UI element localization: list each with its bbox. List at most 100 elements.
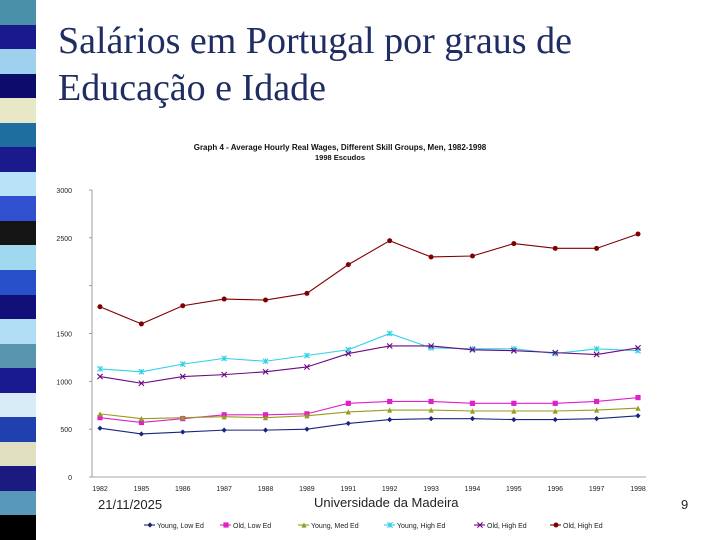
- data-point: [221, 296, 227, 302]
- y-tick-label: 500: [60, 427, 72, 434]
- x-tick-label: 1995: [506, 486, 522, 493]
- data-point: [511, 408, 517, 414]
- data-point: [262, 368, 269, 375]
- x-tick-label: 1991: [341, 486, 357, 493]
- legend-label: Old, High Ed: [487, 523, 527, 530]
- x-tick-label: 1985: [134, 486, 150, 493]
- data-point: [635, 231, 641, 237]
- stripe-block: [0, 24, 36, 50]
- data-point: [262, 412, 269, 418]
- series-line: [99, 407, 639, 420]
- data-point: [386, 342, 393, 349]
- series-line: [99, 415, 639, 435]
- data-point: [387, 522, 393, 528]
- series-line: [99, 345, 639, 384]
- data-point: [511, 417, 517, 423]
- data-point: [262, 358, 269, 365]
- data-point: [593, 345, 600, 352]
- x-tick-label: 1993: [423, 486, 439, 493]
- data-point: [511, 241, 517, 247]
- data-point: [594, 407, 600, 413]
- data-point: [635, 394, 641, 401]
- data-point: [304, 426, 310, 432]
- y-tick-label: 0: [68, 475, 72, 482]
- data-point: [511, 400, 517, 406]
- data-point: [428, 398, 434, 405]
- stripe-block: [0, 294, 36, 320]
- data-point: [179, 373, 186, 380]
- stripe-block: [0, 270, 36, 296]
- data-point: [97, 373, 103, 380]
- data-point: [387, 238, 393, 244]
- data-point: [594, 416, 600, 422]
- data-point: [387, 398, 393, 405]
- legend-label: Old, High Ed: [563, 523, 603, 530]
- legend-label: Young, Low Ed: [157, 523, 204, 530]
- data-point: [147, 522, 153, 528]
- data-point: [552, 245, 558, 251]
- data-point: [552, 417, 558, 423]
- stripe-block: [0, 171, 36, 197]
- data-point: [138, 321, 144, 327]
- x-tick-label: 1994: [465, 486, 481, 493]
- data-point: [263, 297, 269, 303]
- data-point: [387, 417, 393, 423]
- legend-label: Old, Low Ed: [233, 523, 271, 530]
- y-tick-label: 1000: [56, 379, 72, 386]
- data-point: [552, 349, 559, 356]
- series-line: [99, 233, 639, 325]
- data-point: [510, 347, 517, 354]
- data-point: [428, 416, 434, 422]
- data-point: [303, 352, 310, 359]
- data-point: [221, 427, 227, 433]
- stripe-block: [0, 343, 36, 369]
- data-point: [428, 254, 434, 260]
- data-point: [180, 429, 186, 435]
- data-point: [221, 371, 228, 378]
- stripe-block: [0, 466, 36, 492]
- data-point: [345, 262, 351, 268]
- stripe-block: [0, 515, 36, 540]
- data-point: [635, 413, 641, 419]
- data-point: [179, 361, 186, 368]
- title-line-2: Educação e Idade: [58, 67, 326, 109]
- data-point: [469, 346, 476, 353]
- data-point: [345, 350, 352, 357]
- footer-date: 21/11/2025: [98, 497, 163, 512]
- y-tick-label: 2500: [56, 236, 72, 243]
- y-tick-label: 1500: [56, 332, 72, 339]
- data-point: [303, 363, 310, 370]
- x-tick-label: 1986: [175, 486, 191, 493]
- x-tick-label: 1987: [216, 486, 232, 493]
- data-point: [138, 431, 144, 437]
- stripe-block: [0, 368, 36, 394]
- data-point: [428, 342, 435, 349]
- data-point: [345, 420, 351, 427]
- stripe-block: [0, 392, 36, 418]
- data-point: [138, 380, 145, 387]
- x-tick-label: 1989: [299, 486, 315, 493]
- y-tick-label: 3000: [56, 188, 72, 195]
- data-point: [635, 405, 641, 411]
- stripe-block: [0, 490, 36, 516]
- data-point: [477, 522, 483, 528]
- data-point: [97, 411, 103, 417]
- data-point: [223, 522, 229, 528]
- stripe-block: [0, 98, 36, 124]
- data-point: [552, 400, 558, 406]
- data-point: [469, 408, 476, 414]
- chart-title: Graph 4 - Average Hourly Real Wages, Dif…: [194, 143, 487, 152]
- data-point: [97, 425, 103, 431]
- data-point: [138, 416, 144, 422]
- x-tick-label: 1996: [547, 486, 563, 493]
- data-point: [387, 407, 393, 413]
- chart-subtitle: 1998 Escudos: [315, 153, 365, 162]
- decorative-stripe: [0, 0, 36, 540]
- stripe-block: [0, 147, 36, 173]
- data-point: [593, 351, 600, 358]
- data-point: [469, 416, 476, 422]
- data-point: [428, 407, 434, 413]
- data-point: [635, 344, 641, 351]
- data-point: [304, 290, 310, 296]
- data-point: [262, 427, 269, 433]
